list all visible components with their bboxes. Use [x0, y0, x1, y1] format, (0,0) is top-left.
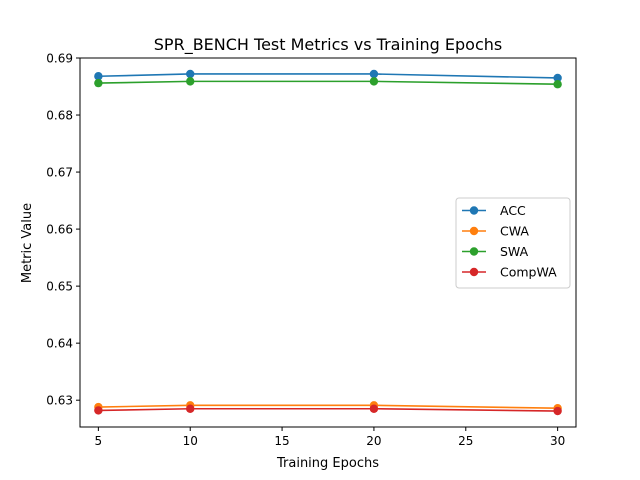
data-point-compwa	[94, 406, 103, 415]
x-tick-label: 10	[183, 434, 198, 448]
legend-label: SWA	[500, 244, 529, 259]
x-tick-label: 25	[458, 434, 473, 448]
x-tick-label: 15	[274, 434, 289, 448]
data-point-swa	[94, 78, 103, 88]
data-point-swa	[369, 77, 379, 86]
legend-marker	[469, 226, 479, 236]
x-axis-label: Training Epochs	[276, 456, 379, 471]
legend-marker	[469, 206, 479, 215]
data-point-acc	[369, 69, 379, 79]
series-acc	[94, 69, 562, 83]
legend-item: SWA	[462, 244, 529, 259]
data-point-compwa	[186, 404, 195, 413]
y-tick-label: 0.67	[46, 166, 73, 180]
legend-label: ACC	[500, 203, 526, 218]
data-point-acc	[94, 72, 103, 81]
series-line-cwa	[98, 404, 558, 409]
data-point-swa	[553, 80, 562, 89]
x-axis-ticks: 5 10 15 20 25 30	[95, 427, 565, 448]
legend-marker	[469, 247, 479, 256]
data-point-acc	[553, 73, 562, 83]
series-swa	[94, 77, 562, 89]
y-axis-ticks: 0.63 0.64 0.65 0.66 0.67 0.68 0.69	[46, 52, 80, 408]
data-point-compwa	[369, 404, 379, 413]
series-line-acc	[98, 73, 558, 79]
series-compwa	[94, 404, 562, 416]
legend-label: CompWA	[500, 265, 557, 280]
y-tick-label: 0.64	[46, 337, 73, 351]
series-line-compwa	[98, 407, 558, 412]
legend-item: CompWA	[462, 265, 557, 280]
y-tick-label: 0.69	[46, 52, 73, 66]
y-tick-label: 0.65	[46, 280, 73, 294]
legend-item: CWA	[462, 224, 529, 239]
x-tick-label: 5	[95, 434, 103, 448]
y-axis-label: Metric Value	[20, 203, 35, 283]
chart-title: SPR_BENCH Test Metrics vs Training Epoch…	[154, 35, 502, 55]
legend-marker	[469, 267, 479, 277]
series-line-swa	[98, 80, 558, 86]
data-point-acc	[186, 69, 195, 79]
y-tick-label: 0.66	[46, 223, 73, 237]
series-layer	[94, 69, 562, 416]
legend-box	[455, 197, 571, 289]
x-tick-label: 30	[550, 434, 565, 448]
legend: ACC CWA SWA CompWA	[455, 197, 571, 289]
x-tick-label: 20	[366, 434, 381, 448]
plot-area-frame	[79, 57, 577, 428]
y-tick-label: 0.63	[46, 394, 73, 408]
legend-item: ACC	[462, 203, 526, 218]
data-point-compwa	[553, 406, 562, 416]
y-tick-label: 0.68	[46, 109, 73, 123]
data-point-swa	[186, 77, 195, 86]
legend-label: CWA	[500, 224, 529, 239]
